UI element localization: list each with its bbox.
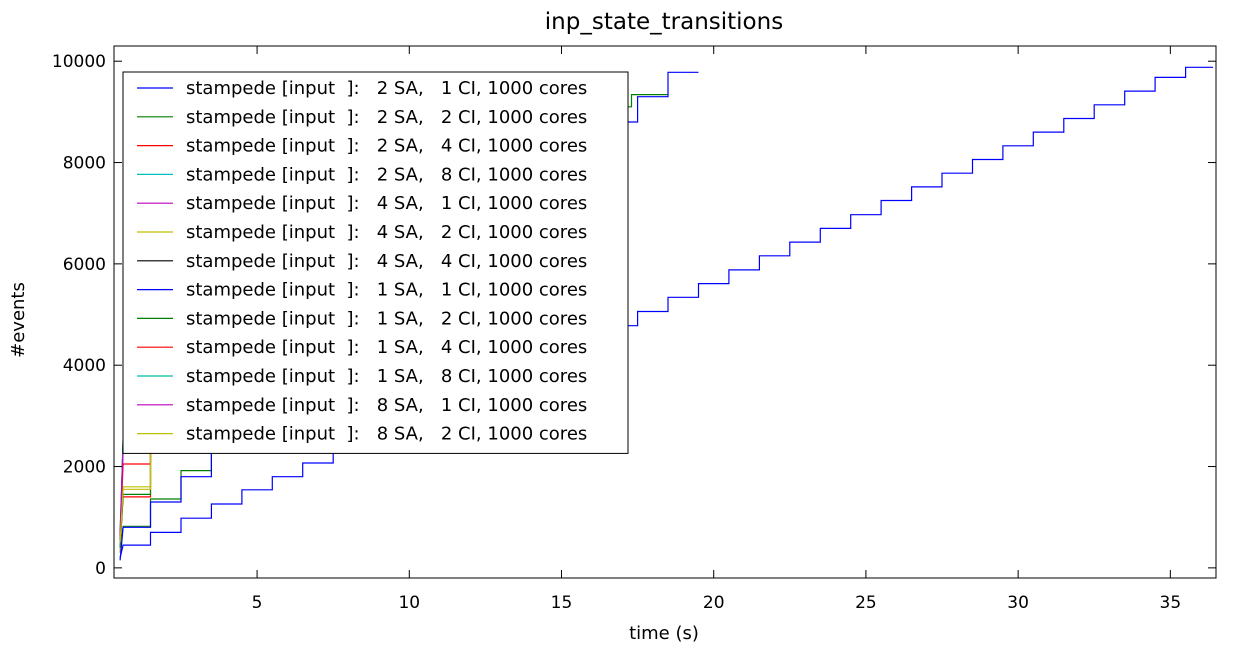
- legend: stampede [input ]: 2 SA, 1 CI, 1000 core…: [122, 71, 629, 454]
- legend-entry: stampede [input ]: 8 SA, 2 CI, 1000 core…: [186, 424, 587, 445]
- legend-entry: stampede [input ]: 1 SA, 2 CI, 1000 core…: [186, 308, 587, 329]
- legend-entry: stampede [input ]: 4 SA, 1 CI, 1000 core…: [186, 193, 587, 214]
- legend-entry: stampede [input ]: 2 SA, 8 CI, 1000 core…: [186, 164, 587, 185]
- legend-box: [122, 71, 629, 454]
- x-tick-label: 10: [398, 593, 420, 613]
- y-tick-label: 4000: [63, 356, 106, 376]
- plot-frame: [113, 45, 1217, 579]
- ticks-layer: 5 10 15 20 25 30 35 0 2000 4000 6000 8000 10000: [52, 46, 1216, 613]
- y-tick-label: 2000: [63, 458, 106, 478]
- series-line-13: [119, 443, 152, 543]
- x-tick-label: 30: [1007, 593, 1029, 613]
- y-tick-label: 6000: [63, 255, 106, 275]
- legend-entry: stampede [input ]: 8 SA, 1 CI, 1000 core…: [186, 395, 587, 416]
- legend-entry: stampede [input ]: 2 SA, 2 CI, 1000 core…: [186, 107, 587, 128]
- series-layer: [119, 66, 1213, 561]
- legend-entry: stampede [input ]: 2 SA, 1 CI, 1000 core…: [186, 78, 587, 99]
- legend-entry: stampede [input ]: 4 SA, 4 CI, 1000 core…: [186, 251, 587, 272]
- chart-title: inp_state_transitions: [545, 9, 783, 35]
- y-axis-label: #events: [8, 282, 29, 358]
- y-tick-label: 0: [95, 559, 106, 579]
- legend-entry: stampede [input ]: 1 SA, 8 CI, 1000 core…: [186, 366, 587, 387]
- series-line-1: [119, 66, 1213, 558]
- x-tick-label: 35: [1160, 593, 1182, 613]
- legend-entry: stampede [input ]: 4 SA, 2 CI, 1000 core…: [186, 222, 587, 243]
- legend-entry: stampede [input ]: 1 SA, 4 CI, 1000 core…: [186, 337, 587, 358]
- x-tick-label: 5: [252, 593, 263, 613]
- x-tick-label: 15: [551, 593, 573, 613]
- series-line-10: [119, 445, 166, 538]
- x-tick-label: 20: [703, 593, 725, 613]
- legend-entry: stampede [input ]: 2 SA, 4 CI, 1000 core…: [186, 136, 587, 157]
- y-tick-label: 10000: [52, 52, 106, 72]
- x-tick-label: 25: [855, 593, 877, 613]
- y-tick-label: 8000: [63, 154, 106, 174]
- legend-entry: stampede [input ]: 1 SA, 1 CI, 1000 core…: [186, 280, 587, 301]
- x-axis-label: time (s): [629, 623, 699, 644]
